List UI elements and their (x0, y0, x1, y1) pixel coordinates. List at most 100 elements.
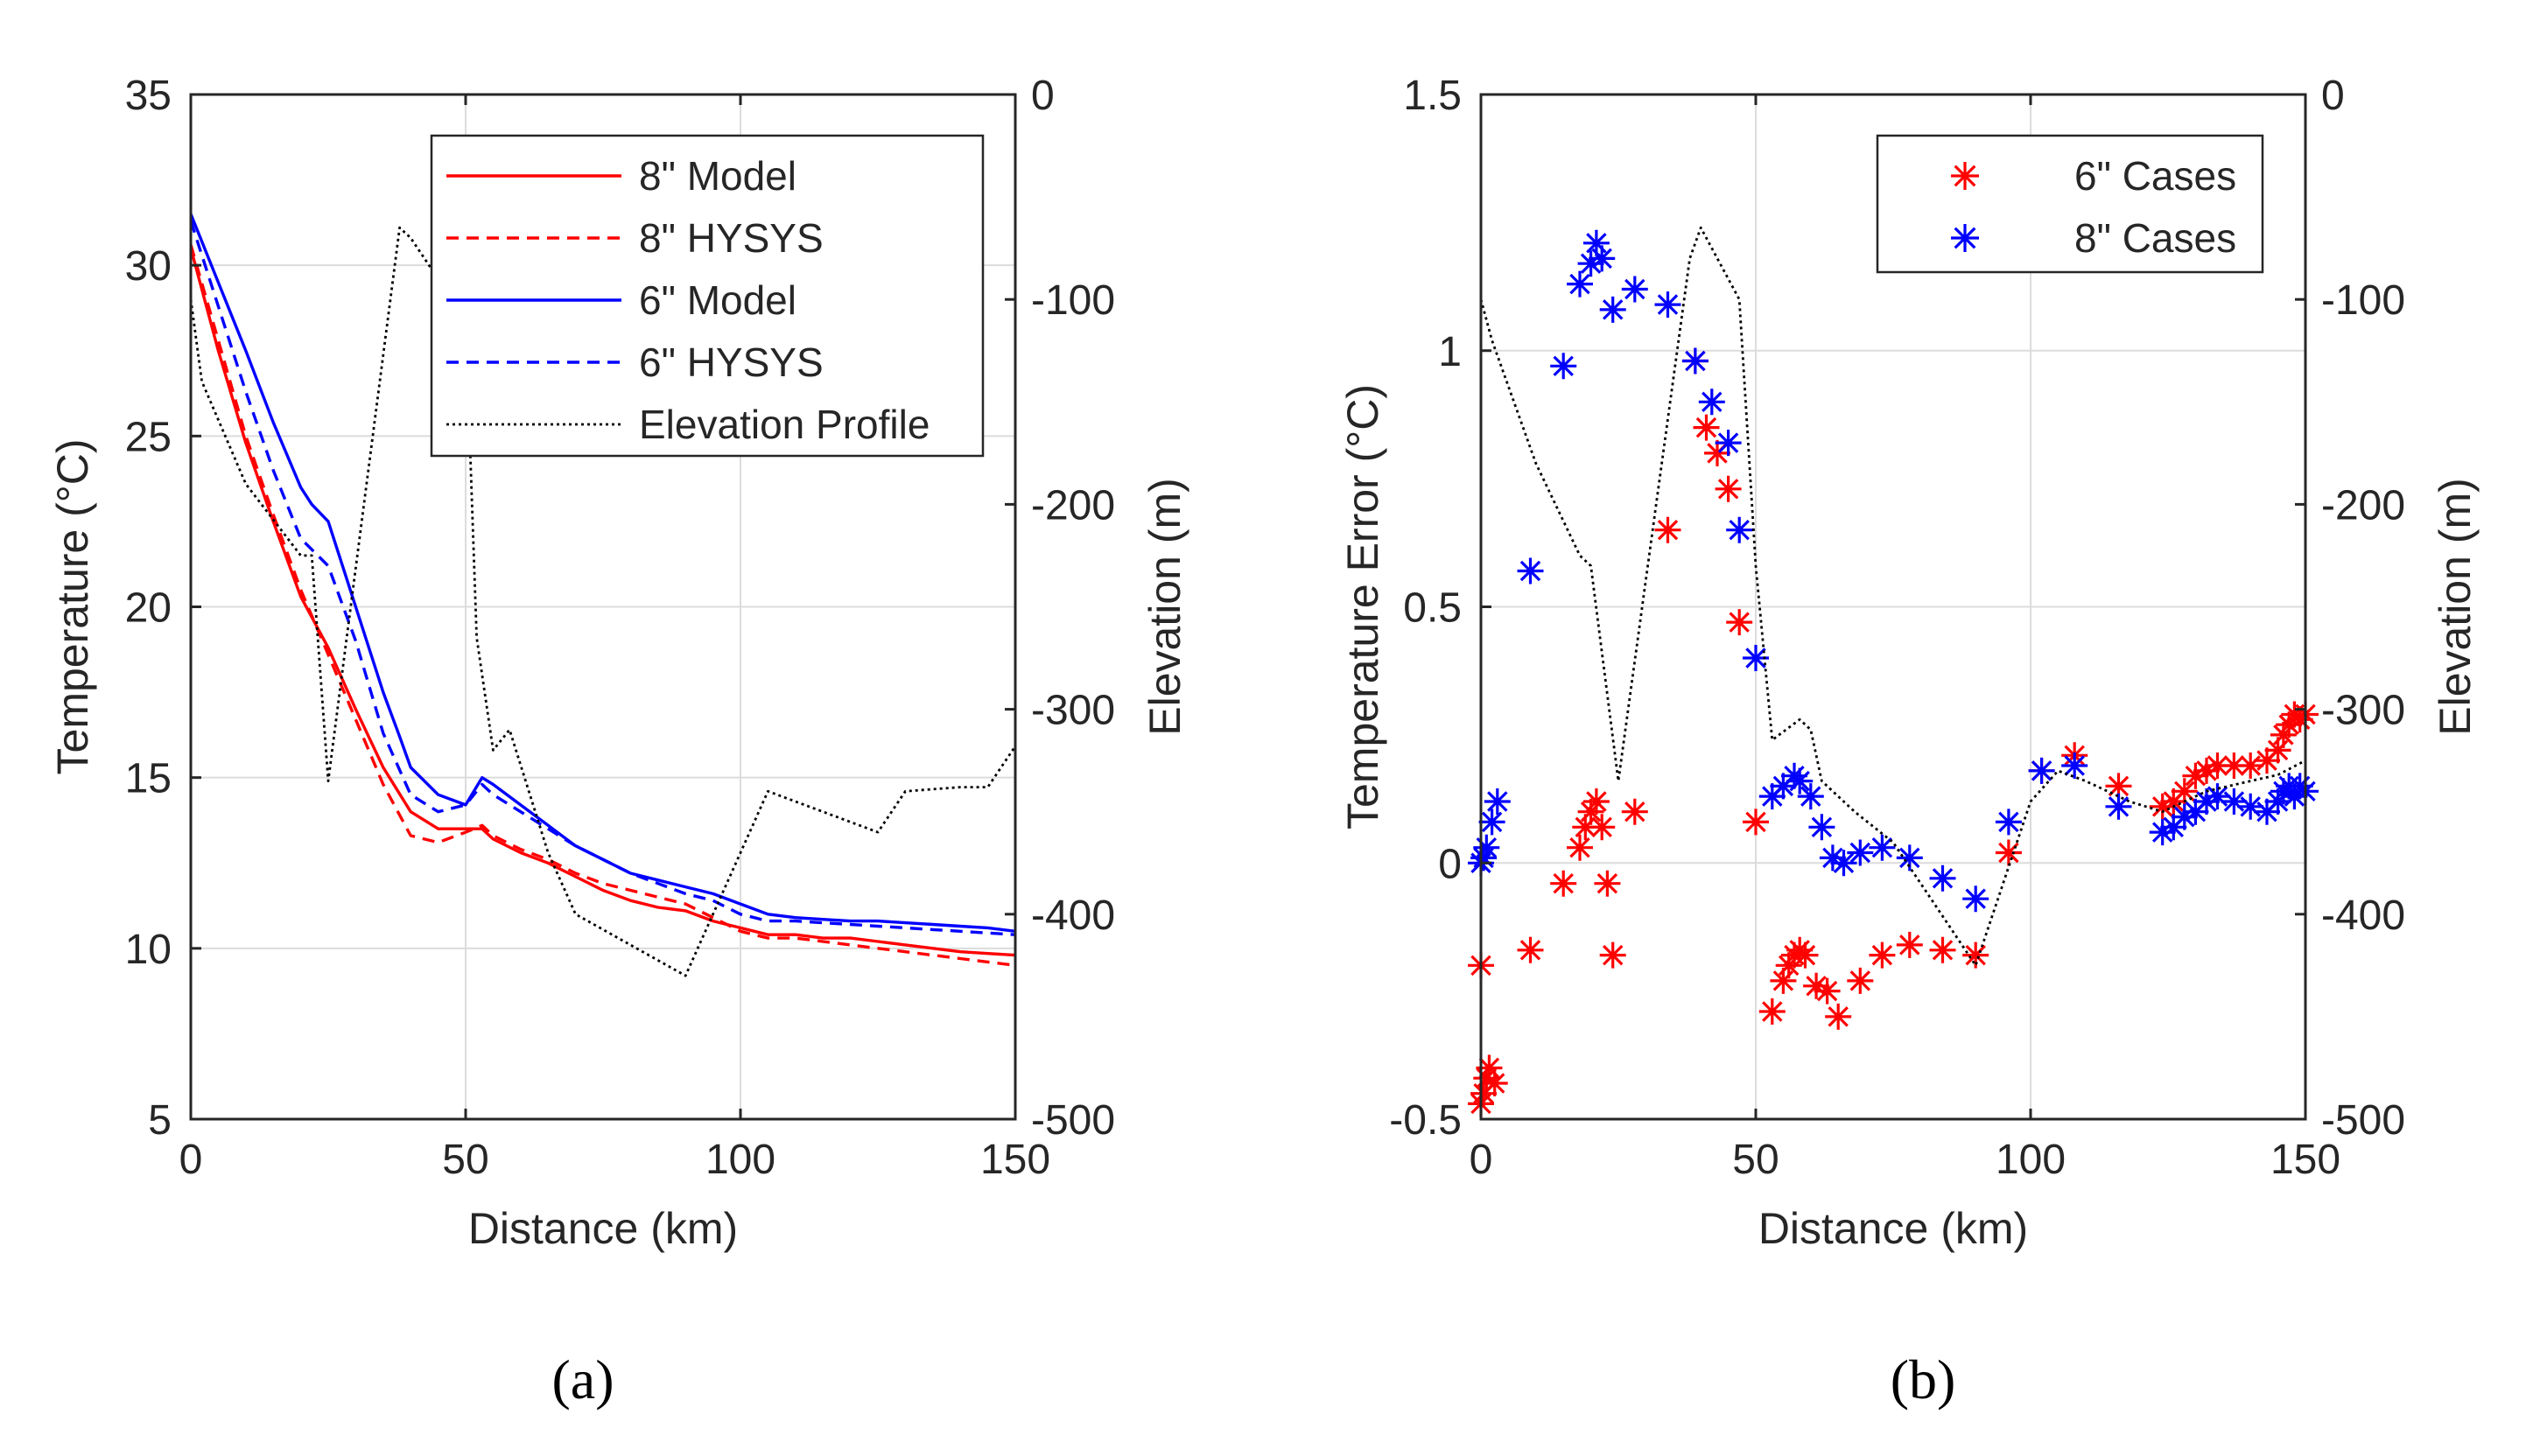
data-point (1830, 850, 1857, 877)
y-tick-label: 0 (1438, 841, 1462, 887)
y-axis-label: Temperature (°C) (48, 439, 97, 775)
x-tick-label: 100 (705, 1137, 775, 1183)
data-point (1594, 870, 1621, 897)
data-point (1896, 931, 1923, 958)
data-point (1473, 834, 1500, 861)
y2-tick-label: 0 (1031, 73, 1055, 119)
y-tick-label: 10 (125, 927, 172, 973)
data-point (1599, 942, 1626, 969)
y2-tick-label: -200 (2321, 482, 2405, 528)
data-point (1517, 557, 1544, 584)
data-point (1726, 516, 1753, 543)
data-point (1770, 773, 1797, 800)
data-point (2028, 757, 2055, 784)
y-tick-label: 20 (125, 585, 172, 632)
legend-marker (1951, 224, 1979, 252)
series-line-2 (1479, 226, 2306, 967)
x-tick-label: 100 (1996, 1137, 2066, 1183)
data-point (1962, 942, 1989, 969)
data-point (2237, 793, 2264, 820)
data-point (2160, 788, 2187, 815)
data-point (1476, 1054, 1503, 1082)
data-point (1484, 788, 1511, 815)
data-point (1962, 886, 1989, 913)
data-point (1517, 936, 1544, 963)
data-point (1654, 291, 1681, 318)
data-point (1808, 814, 1835, 841)
panel-caption: (b) (1891, 1348, 1956, 1410)
data-point (1582, 788, 1610, 815)
data-point (1621, 798, 1648, 825)
panel-a: 0 50 100 150 5 10 15 20 25 30 35 -500 -400 -300 -200 -1… (48, 73, 1189, 1410)
y2-tick-label: -100 (1031, 277, 1115, 324)
data-point (2264, 788, 2291, 815)
legend-label: 6" Cases (2074, 153, 2236, 199)
y2-tick-label: -200 (1031, 482, 1115, 528)
series-1 (1468, 229, 2319, 913)
legend: 8" Model 8" HYSYS 6" Model 6" HYSYS Elevatio… (430, 134, 985, 458)
y2-axis-label: Elevation (m) (2431, 478, 2480, 736)
x-tick-label: 0 (1470, 1137, 1493, 1183)
y2-tick-label: -100 (2321, 277, 2405, 324)
data-point (1715, 430, 1742, 457)
data-point (1589, 814, 1616, 841)
data-point (2061, 752, 2088, 779)
data-point (2171, 778, 2198, 805)
data-point (2193, 757, 2220, 784)
data-point (1786, 767, 1814, 794)
data-point (1896, 844, 1923, 872)
x-tick-label: 150 (2270, 1137, 2340, 1183)
legend-label: 6" Model (639, 277, 796, 323)
data-point (1470, 1080, 1498, 1107)
data-point (2276, 711, 2303, 738)
series-line-4 (189, 226, 1017, 977)
x-tick-label: 0 (179, 1137, 203, 1183)
y2-tick-label: -400 (2321, 892, 2405, 939)
data-point (1481, 1070, 1508, 1096)
data-point (1758, 783, 1786, 810)
series-line-0 (189, 248, 1016, 957)
y2-tick-label: 0 (2321, 73, 2345, 119)
data-point (1726, 609, 1753, 636)
y-tick-label: 5 (148, 1097, 172, 1144)
legend-label: 8" HYSYS (639, 215, 824, 261)
x-axis-label: Distance (km) (468, 1204, 738, 1253)
data-point (1847, 839, 1874, 866)
data-point (1577, 250, 1604, 277)
data-point (1567, 834, 1593, 861)
data-point (1654, 516, 1681, 543)
data-point (1743, 808, 1769, 836)
data-point (1803, 972, 1830, 999)
legend-label: 8" Model (639, 153, 796, 199)
y2-tick-label: -500 (1031, 1097, 1115, 1144)
data-point (2105, 793, 2132, 820)
data-point (1797, 783, 1824, 810)
data-point (1995, 839, 2022, 866)
legend-label: 6" HYSYS (639, 340, 824, 385)
data-point (1577, 798, 1604, 825)
data-point (1550, 870, 1577, 897)
data-point (1704, 439, 1730, 466)
series-line-2 (189, 213, 1016, 933)
data-point (1470, 844, 1498, 872)
legend-marker (1951, 162, 1979, 190)
y2-tick-label: -300 (2321, 688, 2405, 734)
y-tick-label: 25 (125, 414, 172, 460)
data-point (1792, 942, 1819, 969)
panel-caption: (a) (551, 1348, 614, 1410)
data-point (1869, 834, 1896, 861)
data-point (1929, 936, 1956, 963)
data-point (2182, 762, 2209, 789)
data-point (2237, 752, 2264, 779)
data-point (2270, 721, 2297, 748)
legend-label: Elevation Profile (639, 402, 930, 447)
legend: 6" Cases 8" Cases (1876, 134, 2264, 274)
data-point (2149, 819, 2176, 846)
data-point (1478, 808, 1505, 836)
x-tick-label: 150 (980, 1137, 1050, 1183)
data-point (2171, 803, 2198, 830)
data-point (2160, 814, 2187, 841)
data-point (1770, 967, 1797, 994)
data-point (1814, 977, 1841, 1004)
data-point (1589, 245, 1616, 272)
